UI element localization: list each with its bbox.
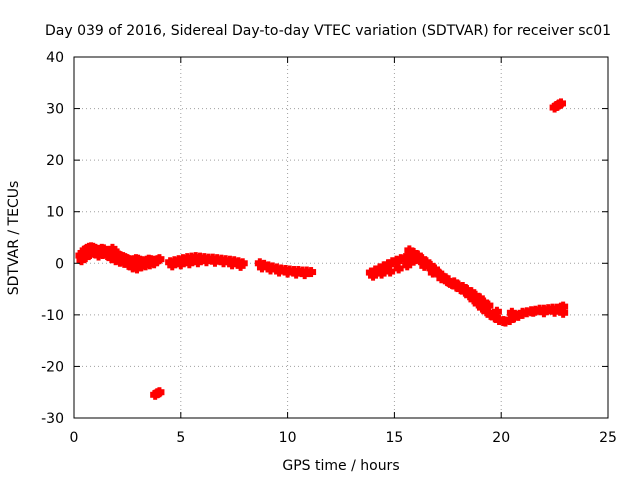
data-point [470, 290, 481, 301]
data-points [75, 98, 569, 400]
x-tick-label: 10 [279, 430, 297, 446]
data-point [192, 257, 203, 268]
data-point [464, 290, 475, 301]
data-point [265, 264, 276, 275]
data-point [410, 254, 421, 265]
data-point [184, 258, 195, 269]
data-point [306, 267, 317, 278]
data-point [102, 250, 113, 261]
y-tick-label: 10 [46, 205, 64, 221]
data-point [549, 306, 560, 317]
data-point [274, 266, 285, 277]
data-point [462, 285, 473, 296]
data-point [476, 302, 487, 313]
x-axis-label: GPS time / hours [282, 458, 399, 474]
data-point [154, 254, 165, 265]
y-axis-label: SDTVAR / TECUs [6, 181, 22, 296]
y-tick-label: 40 [46, 50, 64, 66]
data-point [227, 259, 238, 270]
data-point [436, 273, 447, 284]
data-point [291, 268, 302, 279]
data-point [154, 387, 165, 398]
data-point [556, 98, 567, 109]
data-point [472, 298, 483, 309]
data-point [538, 307, 549, 318]
x-tick-label: 15 [385, 430, 403, 446]
plot-frame [73, 56, 609, 419]
data-point [491, 306, 502, 317]
data-point [256, 262, 267, 273]
chart-title: Day 039 of 2016, Sidereal Day-to-day VTE… [45, 23, 611, 39]
ticks: 0 5 10 15 20 25 -30 -20 -10 0 10 20 30 40 [41, 50, 617, 446]
y-tick-label: 0 [55, 256, 64, 272]
y-tick-label: -30 [41, 411, 64, 427]
data-point [412, 250, 423, 261]
data-point [421, 257, 432, 268]
data-point [483, 300, 494, 311]
data-point [167, 260, 178, 271]
data-point [201, 256, 212, 267]
data-point [506, 307, 517, 318]
data-point [429, 264, 440, 275]
data-point [209, 256, 220, 267]
data-point [402, 260, 413, 271]
data-point [558, 301, 569, 312]
x-tick-label: 0 [70, 430, 79, 446]
y-tick-label: -20 [41, 359, 64, 375]
data-point [481, 306, 492, 317]
x-tick-label: 5 [176, 430, 185, 446]
data-point [419, 260, 430, 271]
data-point [376, 268, 387, 279]
data-point [444, 277, 455, 288]
data-point [528, 306, 539, 317]
data-point [299, 269, 310, 280]
data-point [149, 258, 160, 269]
data-point [218, 257, 229, 268]
data-point [385, 266, 396, 277]
data-point [282, 267, 293, 278]
data-point [558, 307, 569, 318]
data-point [453, 280, 464, 291]
data-point [479, 297, 490, 308]
data-point [80, 252, 91, 263]
data-point [368, 270, 379, 281]
data-point [406, 247, 417, 258]
y-tick-label: 20 [46, 153, 64, 169]
data-point [76, 255, 87, 266]
data-point [427, 267, 438, 278]
x-tick-label: 20 [492, 430, 510, 446]
y-tick-label: 30 [46, 102, 64, 118]
y-tick-label: -10 [41, 308, 64, 324]
x-tick-label: 25 [599, 430, 617, 446]
data-point [393, 263, 404, 274]
data-point [235, 260, 246, 271]
data-point [517, 307, 528, 318]
data-point [468, 294, 479, 305]
data-point [175, 259, 186, 270]
